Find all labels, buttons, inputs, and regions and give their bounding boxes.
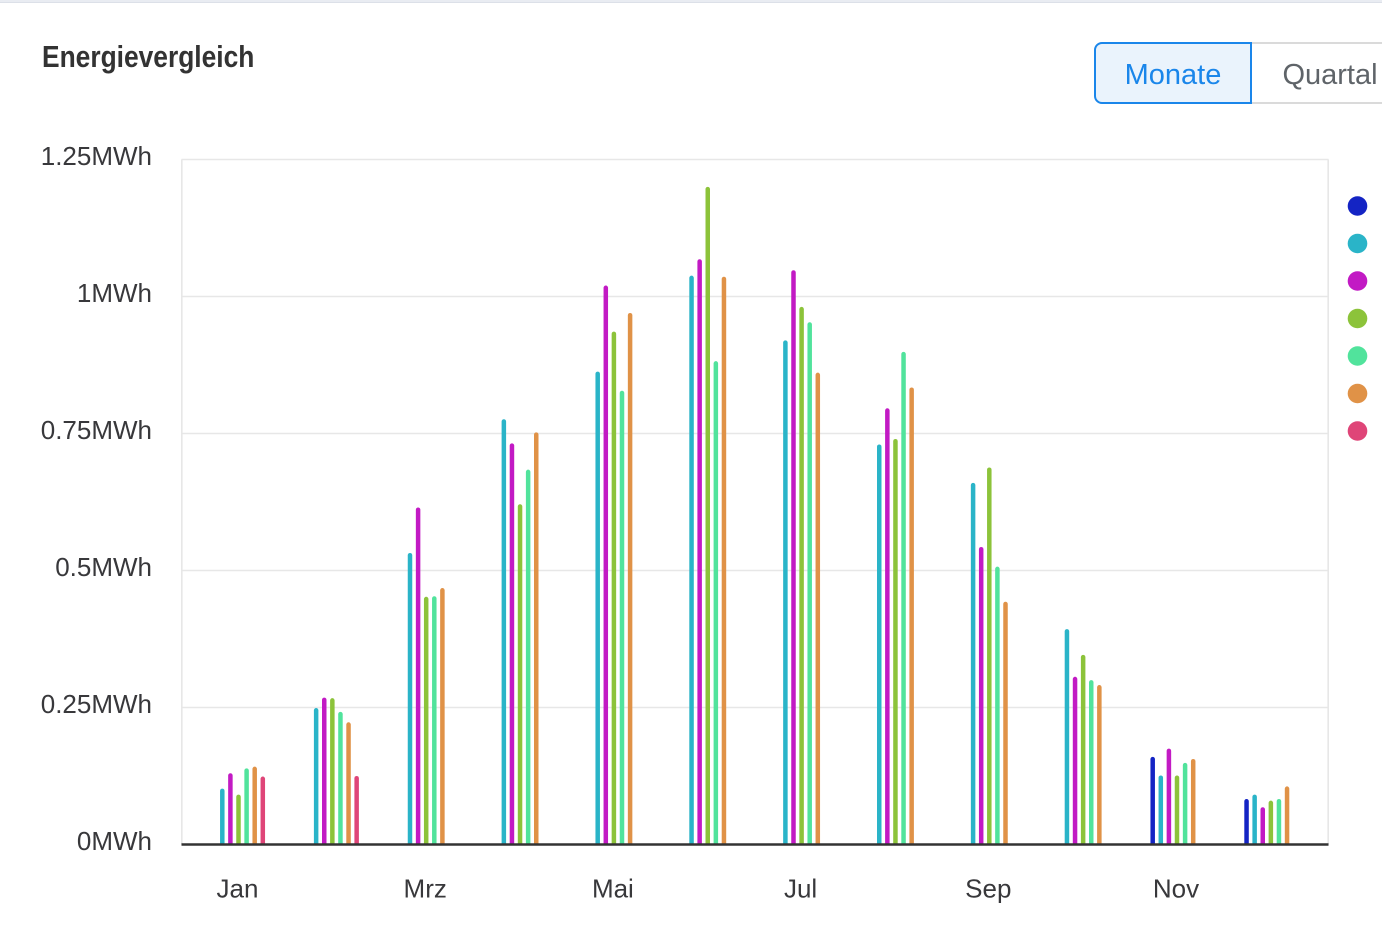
svg-text:Mrz: Mrz (404, 874, 447, 904)
svg-text:0MWh: 0MWh (77, 826, 152, 856)
svg-text:Jan: Jan (217, 874, 259, 904)
svg-text:1.25MWh: 1.25MWh (41, 141, 152, 171)
svg-text:1MWh: 1MWh (77, 278, 152, 308)
svg-text:0.75MWh: 0.75MWh (41, 415, 152, 445)
svg-text:Mai: Mai (592, 874, 634, 904)
svg-text:0.5MWh: 0.5MWh (55, 552, 152, 582)
svg-text:0.25MWh: 0.25MWh (41, 689, 152, 719)
svg-text:Sep: Sep (965, 874, 1011, 904)
svg-text:Nov: Nov (1153, 874, 1199, 904)
svg-text:Jul: Jul (784, 874, 817, 904)
